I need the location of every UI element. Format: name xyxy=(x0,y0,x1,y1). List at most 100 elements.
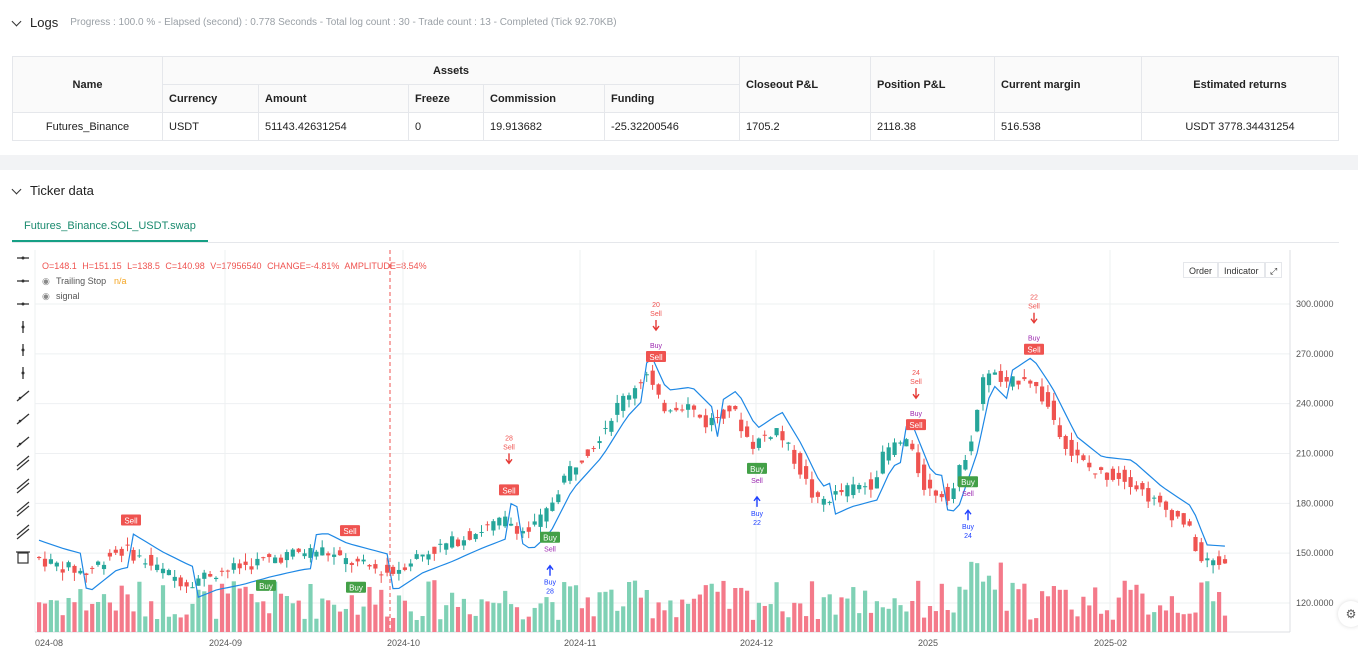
candle xyxy=(231,557,236,574)
candle xyxy=(48,553,53,565)
horizontal-line-icon[interactable] xyxy=(17,256,29,260)
volume-bar xyxy=(986,575,992,632)
settings-icon[interactable]: ⚙ xyxy=(1338,601,1358,627)
vertical-segment-icon[interactable] xyxy=(21,344,25,356)
volume-bar xyxy=(184,614,189,632)
candle xyxy=(267,552,272,563)
indicator-trailing-stop[interactable]: ◉ Trailing Stop n/a xyxy=(42,276,127,286)
volume-bar xyxy=(975,563,980,632)
pitchfork-icon[interactable] xyxy=(16,501,30,517)
parallel-channel-icon[interactable] xyxy=(16,478,30,494)
volume-bar xyxy=(532,607,537,632)
candle xyxy=(544,506,549,529)
volume-bar xyxy=(568,586,573,632)
candle xyxy=(845,482,850,503)
volume-bar xyxy=(1163,610,1169,632)
candle xyxy=(60,561,65,581)
volume-bar xyxy=(202,591,207,632)
candle xyxy=(568,460,573,485)
candle xyxy=(1016,380,1021,390)
sell-signal: Sell xyxy=(121,514,141,526)
indicator-signal[interactable]: ◉ signal xyxy=(42,291,80,301)
candle xyxy=(479,525,484,537)
volume-bar xyxy=(1104,610,1110,632)
arrow-up-icon xyxy=(753,495,761,507)
volume-bar xyxy=(308,583,313,632)
candle xyxy=(491,519,496,536)
candle xyxy=(160,562,166,579)
candle xyxy=(379,571,384,583)
volume-bar xyxy=(1187,613,1192,632)
vertical-ray-icon[interactable] xyxy=(21,367,25,379)
candle xyxy=(1116,466,1121,486)
candle xyxy=(361,554,366,565)
candle xyxy=(798,451,803,479)
candlestick-chart[interactable]: O=148.1 H=151.15 L=138.5 C=140.98 V=1795… xyxy=(0,250,1358,667)
candle xyxy=(674,402,679,412)
volume-bar xyxy=(709,583,714,632)
volume-bar xyxy=(745,590,750,632)
volume-bar xyxy=(786,617,791,632)
arrow-down-icon xyxy=(1030,312,1038,324)
candle xyxy=(444,542,449,555)
order-button[interactable]: Order xyxy=(1183,262,1219,278)
trend-line-icon[interactable] xyxy=(16,390,30,402)
candle xyxy=(1040,378,1045,405)
extended-line-icon[interactable] xyxy=(17,302,29,306)
volume-bar xyxy=(562,582,567,632)
tab-sol-usdt-swap[interactable]: Futures_Binance.SOL_USDT.swap xyxy=(12,211,208,242)
volume-bar xyxy=(84,610,89,632)
ticker-header[interactable]: Ticker data xyxy=(12,183,94,198)
logs-header[interactable]: Logs Progress : 100.0 % - Elapsed (secon… xyxy=(12,15,617,30)
candle xyxy=(774,428,779,438)
horizontal-ray-icon[interactable] xyxy=(17,279,29,283)
candle xyxy=(125,537,130,552)
candle xyxy=(190,582,195,589)
candle xyxy=(1081,453,1086,462)
eye-icon[interactable]: ◉ xyxy=(42,291,50,301)
signal-label: Buy xyxy=(543,534,557,543)
sell-signal: Sell Buy 22 Sell xyxy=(1024,295,1044,355)
volume-bar xyxy=(1211,601,1216,632)
volume-bar xyxy=(1016,589,1021,632)
candle xyxy=(1022,369,1027,382)
volume-bar xyxy=(804,616,809,632)
candle xyxy=(621,393,626,418)
candle xyxy=(455,537,461,548)
signal-label: Sell xyxy=(343,527,357,536)
vertical-line-icon[interactable] xyxy=(21,321,25,333)
volume-bar xyxy=(166,616,171,632)
indicator-button[interactable]: Indicator xyxy=(1218,262,1265,278)
candle xyxy=(1075,442,1080,464)
volume-bar xyxy=(615,610,620,632)
fib-retracement-icon[interactable] xyxy=(16,524,30,540)
signal-top-id: 24 xyxy=(912,370,920,377)
candle xyxy=(1163,500,1169,518)
candle xyxy=(1199,537,1204,563)
candle xyxy=(632,385,638,406)
candle xyxy=(898,440,903,446)
volume-bar xyxy=(727,608,732,632)
volume-bar xyxy=(969,561,974,632)
chevron-down-icon[interactable] xyxy=(12,18,22,28)
ray-line-icon[interactable] xyxy=(16,413,30,425)
candle xyxy=(326,551,331,562)
candle xyxy=(857,482,862,493)
buy-signal: Buy xyxy=(346,581,366,593)
chevron-down-icon[interactable] xyxy=(12,186,22,196)
price-range-icon[interactable] xyxy=(16,455,30,471)
arrow-line-icon[interactable] xyxy=(16,436,30,448)
volume-bar xyxy=(827,594,832,632)
volume-bar xyxy=(296,600,301,632)
trash-icon[interactable] xyxy=(16,551,30,564)
eye-icon[interactable]: ◉ xyxy=(42,276,50,286)
signal-label: Sell xyxy=(1027,346,1041,355)
volume-bar xyxy=(591,616,596,632)
volume-bar xyxy=(1205,581,1210,632)
candle xyxy=(550,497,555,512)
arrow-down-icon xyxy=(912,388,920,400)
assets-table: Name Assets Closeout P&L Position P&L Cu… xyxy=(12,56,1339,141)
candle xyxy=(945,483,950,506)
candle xyxy=(520,527,525,538)
fullscreen-icon[interactable]: ⤢ xyxy=(1265,262,1283,278)
